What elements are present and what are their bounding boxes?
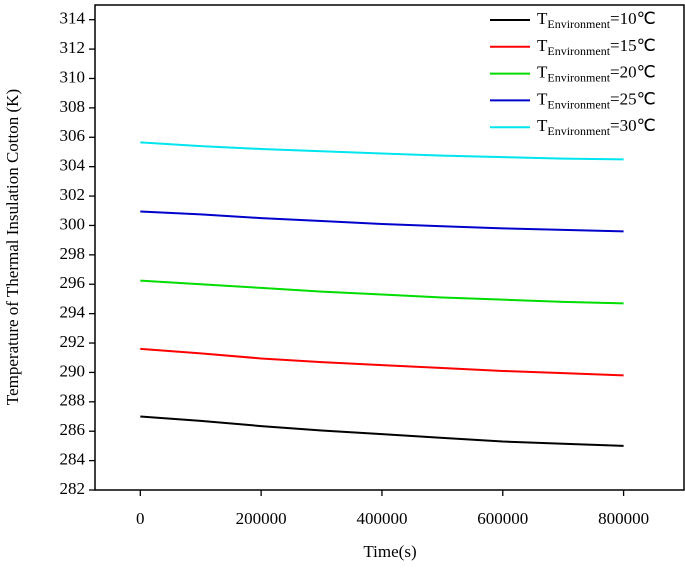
y-tick-label: 298	[60, 244, 86, 263]
y-tick-label: 306	[60, 126, 86, 145]
y-tick-label: 310	[60, 67, 86, 86]
legend-label: TEnvironment=10℃	[537, 9, 656, 31]
legend-label: TEnvironment=30℃	[537, 116, 656, 138]
y-tick-label: 292	[60, 332, 86, 351]
x-tick-label: 600000	[477, 509, 528, 528]
y-tick-label: 288	[60, 391, 86, 410]
x-tick-label: 400000	[356, 509, 407, 528]
y-axis-label: Temperature of Thermal Insulation Cotton…	[3, 89, 22, 405]
y-tick-label: 296	[60, 273, 86, 292]
y-tick-label: 314	[60, 9, 86, 28]
legend-label: TEnvironment=20℃	[537, 63, 656, 85]
y-tick-label: 284	[60, 450, 86, 469]
series-line	[140, 141, 624, 161]
y-tick-label: 300	[60, 214, 86, 233]
x-tick-label: 200000	[236, 509, 287, 528]
x-tick-label: 800000	[598, 509, 649, 528]
x-tick-label: 0	[136, 509, 145, 528]
y-tick-label: 290	[60, 361, 86, 380]
x-axis-label: Time(s)	[363, 542, 416, 561]
y-tick-label: 302	[60, 185, 86, 204]
series-line	[140, 415, 624, 447]
series-line	[140, 347, 624, 377]
legend-label: TEnvironment=25℃	[537, 89, 656, 111]
series-line	[140, 210, 624, 233]
plot-frame	[94, 4, 685, 491]
y-tick-label: 308	[60, 97, 86, 116]
series-line	[140, 279, 624, 305]
y-tick-label: 294	[60, 303, 86, 322]
y-tick-label: 282	[60, 479, 86, 498]
y-tick-label: 304	[60, 156, 86, 175]
y-tick-label: 286	[60, 420, 86, 439]
y-tick-label: 312	[60, 38, 86, 57]
legend-label: TEnvironment=15℃	[537, 36, 656, 58]
